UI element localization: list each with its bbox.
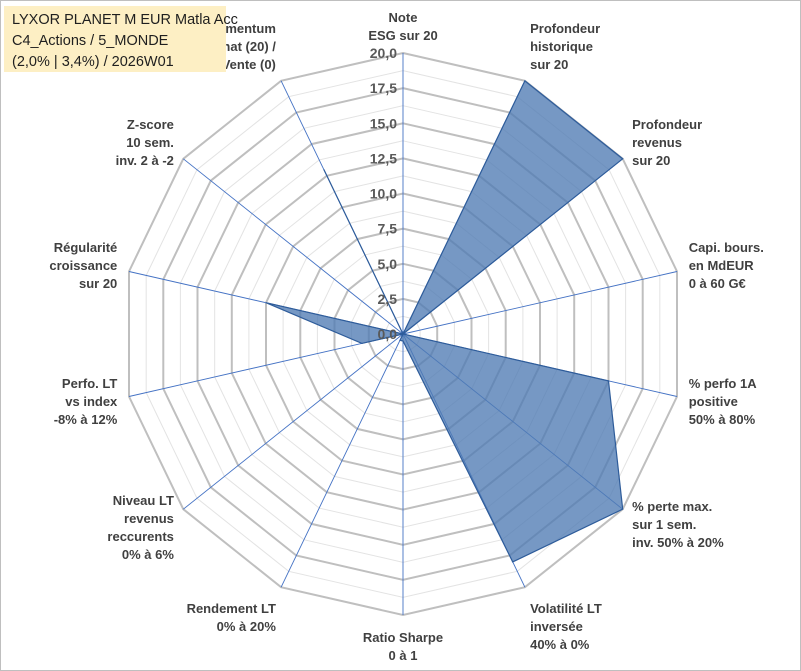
axis-label-line: Régularité — [54, 240, 118, 255]
axis-label: Capi. bours. en MdEUR 0 à 60 G€ — [689, 240, 764, 291]
axis-label-line: inversée — [530, 619, 583, 634]
tick-label: 2,5 — [378, 291, 398, 307]
axis-label: Profondeur revenus sur 20 — [632, 117, 702, 168]
axis-label-line: sur 20 — [530, 57, 568, 72]
axis-spoke — [183, 333, 404, 510]
axis-label-line: en MdEUR — [689, 258, 755, 273]
axis-label-line: Profondeur — [530, 21, 600, 36]
fund-title-line3: (2,0% | 3,4%) / 2026W01 — [12, 54, 174, 70]
axis-label-line: Ratio Sharpe — [363, 630, 443, 645]
tick-label: 0,0 — [378, 326, 398, 342]
axis-label-line: croissance — [49, 258, 117, 273]
axis-label-line: historique — [530, 39, 593, 54]
series-area — [265, 79, 624, 563]
tick-label: 5,0 — [378, 256, 398, 272]
axis-label-line: vs index — [65, 394, 118, 409]
axis-spoke — [402, 271, 678, 335]
axis-label: Perfo. LT vs index -8% à 12% — [54, 376, 118, 427]
axis-label: % perfo 1A positive 50% à 80% — [689, 376, 758, 427]
axis-label-line: revenus — [124, 511, 174, 526]
axis-label-line: 0 à 1 — [389, 648, 418, 663]
axis-label-line: positive — [689, 394, 738, 409]
axis-label: Régularité croissance sur 20 — [49, 240, 117, 291]
tick-label: 20,0 — [370, 45, 397, 61]
axis-label-line: sur 20 — [79, 276, 117, 291]
radial-tick-labels: 0,0 2,5 5,0 7,5 10,0 12,5 15,0 17,5 20,0 — [370, 45, 397, 342]
axis-label-line: % perte max. — [632, 499, 712, 514]
axis-label-line: 0 à 60 G€ — [689, 276, 746, 291]
axis-label-line: Rendement LT — [187, 601, 276, 616]
axis-label: % perte max. sur 1 sem. inv. 50% à 20% — [632, 499, 724, 550]
axis-label-line: sur 20 — [632, 153, 670, 168]
tick-label: 17,5 — [370, 80, 397, 96]
axis-label-line: Vente (0) — [222, 57, 276, 72]
axis-label: Z-score 10 sem. inv. 2 à -2 — [116, 117, 174, 168]
axis-label-line: Z-score — [127, 117, 174, 132]
series-polygon — [265, 79, 624, 563]
tick-label: 7,5 — [378, 221, 398, 237]
fund-title-line1: LYXOR PLANET M EUR Matla Acc — [12, 12, 238, 28]
axis-label-line: Capi. bours. — [689, 240, 764, 255]
axis-label-line: Niveau LT — [113, 493, 174, 508]
axis-label-line: revenus — [632, 135, 682, 150]
axis-spoke — [280, 333, 404, 588]
axis-label-line: -8% à 12% — [54, 412, 118, 427]
axis-label-line: 0% à 20% — [217, 619, 277, 634]
axis-label-line: 0% à 6% — [122, 547, 174, 562]
tick-label: 10,0 — [370, 186, 397, 202]
axis-label: Ratio Sharpe 0 à 1 — [363, 630, 443, 663]
axis-label: Note ESG sur 20 — [368, 10, 437, 43]
tick-label: 12,5 — [370, 150, 397, 166]
axis-label-line: Perfo. LT — [62, 376, 117, 391]
axis-label-line: Note — [389, 10, 418, 25]
axis-label: Niveau LT revenus reccurents 0% à 6% — [107, 493, 174, 562]
axis-label-line: 40% à 0% — [530, 637, 590, 652]
axis-label-line: Volatilité LT — [530, 601, 602, 616]
axis-label-line: 50% à 80% — [689, 412, 756, 427]
axis-label: Profondeur historique sur 20 — [530, 21, 600, 72]
axis-spoke — [183, 158, 404, 335]
axis-label: Volatilité LT inversée 40% à 0% — [530, 601, 602, 652]
axis-label-line: 10 sem. — [126, 135, 174, 150]
fund-title-box: LYXOR PLANET M EUR Matla Acc C4_Actions … — [4, 6, 238, 72]
fund-title-line2: C4_Actions / 5_MONDE — [12, 33, 169, 49]
axis-label: Rendement LT 0% à 20% — [187, 601, 277, 634]
axis-label-line: inv. 2 à -2 — [116, 153, 174, 168]
axis-spoke — [128, 333, 404, 397]
axis-label-line: reccurents — [107, 529, 173, 544]
axis-label-line: sur 1 sem. — [632, 517, 696, 532]
axis-label-line: Profondeur — [632, 117, 702, 132]
axis-label-line: % perfo 1A — [689, 376, 758, 391]
axis-label-line: ESG sur 20 — [368, 28, 437, 43]
tick-label: 15,0 — [370, 115, 397, 131]
axis-label-line: inv. 50% à 20% — [632, 535, 724, 550]
